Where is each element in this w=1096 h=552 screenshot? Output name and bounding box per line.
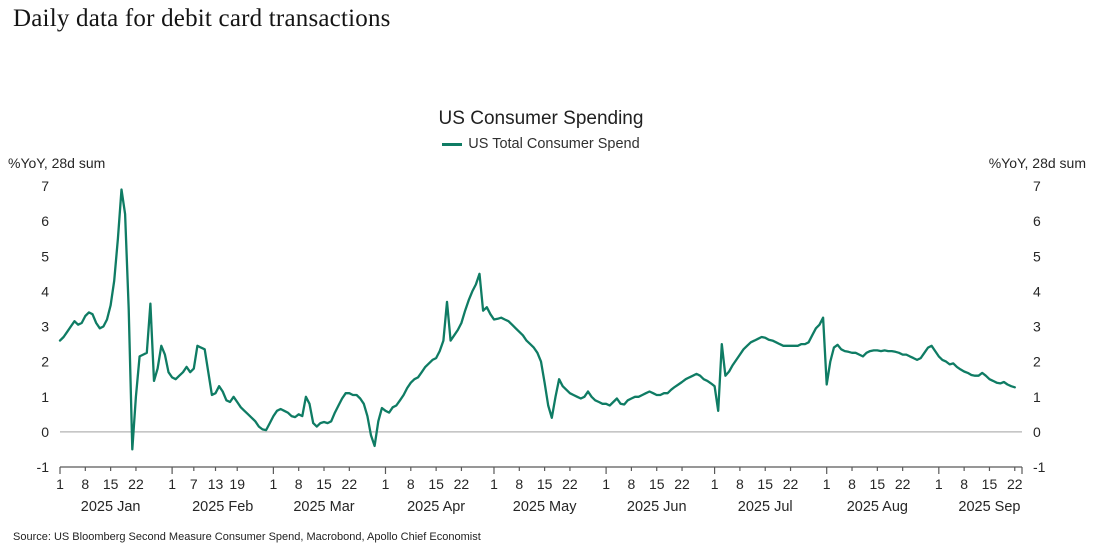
svg-text:-1: -1 — [37, 459, 50, 475]
svg-text:22: 22 — [1007, 476, 1023, 492]
svg-text:15: 15 — [757, 476, 773, 492]
svg-text:1: 1 — [711, 476, 719, 492]
y-axis-label-right: %YoY, 28d sum — [988, 155, 1086, 171]
svg-text:8: 8 — [628, 476, 636, 492]
svg-text:8: 8 — [960, 476, 968, 492]
svg-text:7: 7 — [190, 476, 198, 492]
svg-text:22: 22 — [342, 476, 358, 492]
svg-text:3: 3 — [1033, 319, 1041, 335]
svg-text:1: 1 — [823, 476, 831, 492]
svg-text:4: 4 — [41, 283, 49, 299]
svg-text:1: 1 — [56, 476, 64, 492]
svg-text:1: 1 — [41, 389, 49, 405]
svg-text:5: 5 — [41, 248, 49, 264]
svg-text:22: 22 — [454, 476, 470, 492]
svg-text:1: 1 — [490, 476, 498, 492]
svg-text:7: 7 — [1033, 178, 1041, 194]
svg-text:22: 22 — [783, 476, 799, 492]
source-note: Source: US Bloomberg Second Measure Cons… — [13, 531, 481, 543]
svg-text:2025 Aug: 2025 Aug — [847, 499, 908, 515]
legend: US Total Consumer Spend — [0, 136, 1082, 152]
svg-text:3: 3 — [41, 319, 49, 335]
svg-text:1: 1 — [935, 476, 943, 492]
svg-text:1: 1 — [382, 476, 390, 492]
y-axis-label-left: %YoY, 28d sum — [8, 155, 106, 171]
svg-text:2025 Jun: 2025 Jun — [627, 499, 687, 515]
svg-text:15: 15 — [428, 476, 444, 492]
svg-text:6: 6 — [41, 213, 49, 229]
svg-text:4: 4 — [1033, 283, 1041, 299]
page-title: Daily data for debit card transactions — [13, 5, 391, 32]
svg-text:15: 15 — [316, 476, 332, 492]
svg-text:15: 15 — [103, 476, 119, 492]
svg-text:8: 8 — [295, 476, 303, 492]
chart-title: US Consumer Spending — [438, 108, 644, 129]
svg-text:8: 8 — [81, 476, 89, 492]
svg-text:8: 8 — [736, 476, 744, 492]
svg-text:0: 0 — [41, 424, 49, 440]
svg-text:0: 0 — [1033, 424, 1041, 440]
svg-text:6: 6 — [1033, 213, 1041, 229]
svg-text:2025 Apr: 2025 Apr — [407, 499, 465, 515]
series-line-us-total-consumer-spend — [58, 188, 1016, 451]
svg-text:2025 Mar: 2025 Mar — [293, 499, 354, 515]
svg-text:1: 1 — [602, 476, 610, 492]
svg-text:15: 15 — [982, 476, 998, 492]
svg-text:15: 15 — [649, 476, 665, 492]
svg-text:2025 Sep: 2025 Sep — [958, 499, 1020, 515]
svg-text:2025 Jul: 2025 Jul — [738, 499, 793, 515]
svg-text:22: 22 — [562, 476, 578, 492]
svg-text:15: 15 — [870, 476, 886, 492]
svg-text:8: 8 — [848, 476, 856, 492]
svg-text:1: 1 — [168, 476, 176, 492]
svg-text:5: 5 — [1033, 248, 1041, 264]
svg-text:1: 1 — [269, 476, 277, 492]
svg-text:22: 22 — [895, 476, 911, 492]
svg-text:2: 2 — [1033, 354, 1041, 370]
legend-line-swatch-icon — [442, 142, 463, 146]
svg-text:-1: -1 — [1033, 459, 1046, 475]
svg-text:8: 8 — [515, 476, 523, 492]
svg-text:8: 8 — [407, 476, 415, 492]
svg-text:2025 Jan: 2025 Jan — [81, 499, 141, 515]
svg-text:15: 15 — [537, 476, 553, 492]
svg-text:22: 22 — [128, 476, 144, 492]
svg-text:2025 Feb: 2025 Feb — [192, 499, 253, 515]
svg-text:13: 13 — [208, 476, 224, 492]
y-axis-tick-labels: 7 7 6 6 5 5 4 4 3 3 2 2 1 1 0 0 -1 -1 — [37, 178, 1046, 475]
svg-text:19: 19 — [229, 476, 245, 492]
svg-text:22: 22 — [674, 476, 690, 492]
svg-text:7: 7 — [41, 178, 49, 194]
legend-label: US Total Consumer Spend — [468, 136, 640, 152]
svg-text:2025 May: 2025 May — [513, 499, 577, 515]
svg-text:1: 1 — [1033, 389, 1041, 405]
svg-text:2: 2 — [41, 354, 49, 370]
